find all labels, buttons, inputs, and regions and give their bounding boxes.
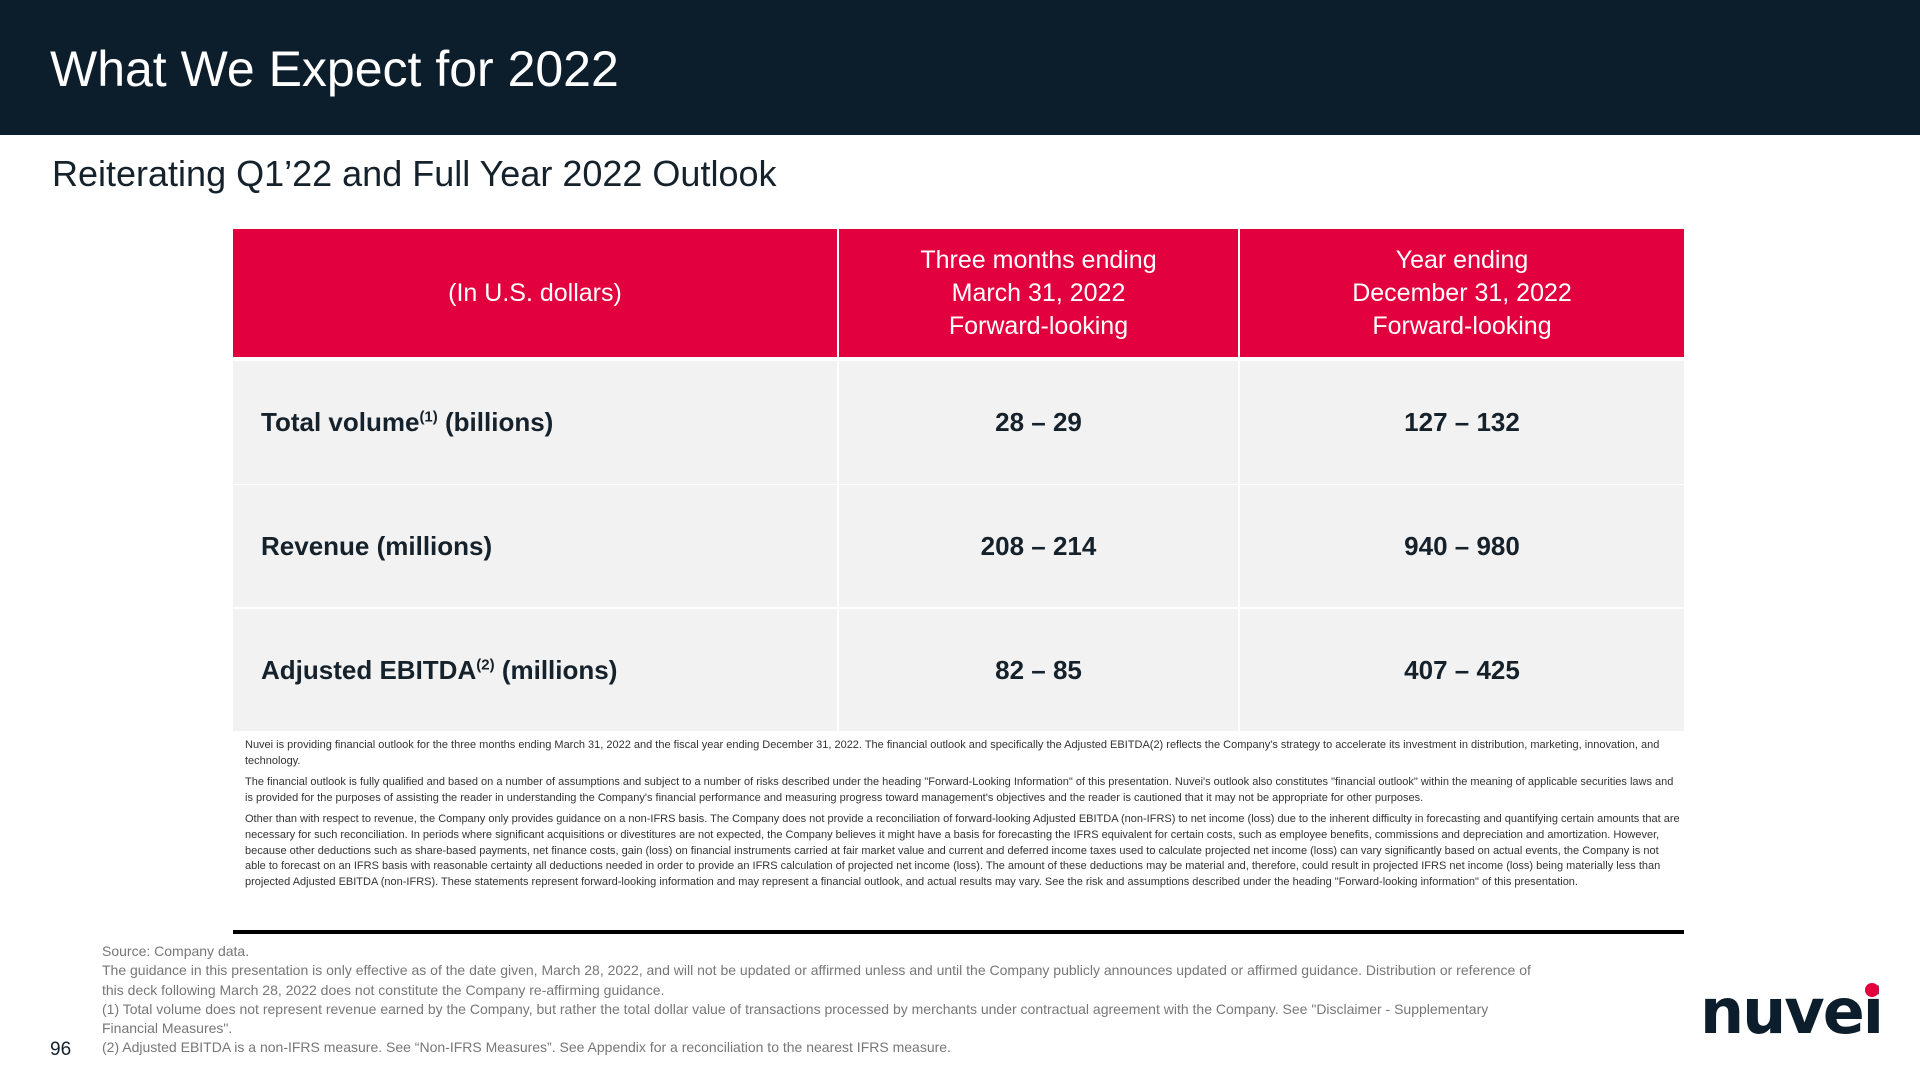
note: Nuvei is providing financial outlook for… <box>245 739 1660 767</box>
page-number: 96 <box>50 1039 72 1060</box>
value-cell: 940 – 980 <box>1240 485 1684 607</box>
header-line: Forward-looking <box>948 311 1129 340</box>
footnote: (1) Total volume does not represent reve… <box>102 1000 1489 1037</box>
footnotes: Source: Company data. The guidance in thi… <box>102 942 1542 1058</box>
value-cell: 407 – 425 <box>1240 609 1684 731</box>
header-text: (In U.S. dollars) <box>448 277 622 310</box>
header-cell: Year ending December 31, 2022 Forward-look… <box>1240 229 1684 357</box>
subtitle: Reiterating Q1’22 and Full Year 2022 Out… <box>52 153 777 194</box>
unit: (billions) <box>445 407 554 437</box>
row-label: Revenue (millions) <box>233 485 837 607</box>
value-cell: 127 – 132 <box>1240 361 1684 484</box>
footnote: (2) Adjusted EBITDA is a non-IFRS measur… <box>102 1039 951 1056</box>
row-label: Adjusted EBITDA(2) (millions) <box>233 609 837 731</box>
label: Total volume <box>261 407 420 437</box>
label: Adjusted EBITDA <box>261 654 477 685</box>
footnote: The guidance in this presentation is onl… <box>102 962 1531 998</box>
label: Revenue (millions) <box>261 530 493 561</box>
logo-dot <box>1865 983 1879 997</box>
note: The financial outlook is fully qualified… <box>245 776 1674 804</box>
header-cell: (In U.S. dollars) <box>233 229 837 357</box>
value-cell: 82 – 85 <box>839 609 1238 731</box>
header-line: Year ending <box>1395 245 1529 274</box>
footnote: Source: Company data. <box>102 943 250 959</box>
label-text: Adjusted EBITDA(2) (millions) <box>261 655 617 686</box>
note: Other than with respect to revenue, the … <box>245 813 1680 888</box>
header-line: Three months ending <box>920 245 1157 274</box>
header-text: Three months ending March 31, 2022 Forward… <box>920 244 1156 343</box>
header-line: (In U.S. dollars) <box>448 278 622 307</box>
superscript: (2) <box>476 655 495 673</box>
header-line: Forward-looking <box>1372 311 1552 340</box>
logo: nuvei <box>1700 975 1884 1048</box>
superscript: (1) <box>419 408 438 426</box>
value-cell: 28 – 29 <box>839 361 1238 484</box>
row-label: Total volume(1) (billions) <box>233 361 837 484</box>
divider <box>233 930 1684 934</box>
header: What We Expect for 2022 <box>0 0 1920 135</box>
header-text: Year ending December 31, 2022 Forward-look… <box>1352 244 1572 343</box>
label-text: Total volume(1) (billions) <box>261 407 553 438</box>
unit: (millions) <box>501 654 618 685</box>
value-cell: 208 – 214 <box>839 485 1238 607</box>
notes: Nuvei is providing financial outlook for… <box>245 738 1681 896</box>
header-line: December 31, 2022 <box>1352 278 1572 307</box>
header-cell: Three months ending March 31, 2022 Forward… <box>839 229 1238 357</box>
header-line: March 31, 2022 <box>951 278 1126 307</box>
label-text: Revenue (millions) <box>261 531 492 562</box>
title: What We Expect for 2022 <box>50 41 619 97</box>
